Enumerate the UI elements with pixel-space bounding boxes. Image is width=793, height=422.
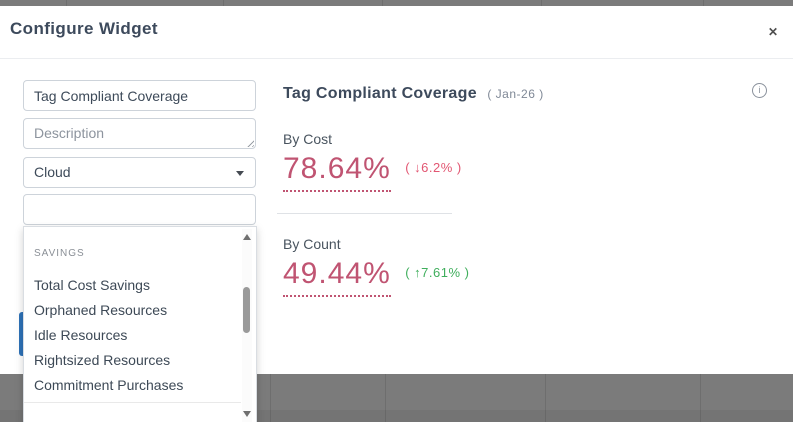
background-grid-line [223,0,224,6]
background-grid-line [66,0,67,6]
description-field-wrapper [23,118,256,149]
background-grid-line [541,0,542,6]
dropdown-scrollbar[interactable] [242,229,252,422]
by-count-change: ( ↑7.61% ) [405,265,470,280]
by-count-row: 49.44% ( ↑7.61% ) [283,257,469,297]
by-cost-row: 78.64% ( ↓6.2% ) [283,152,462,192]
scrollbar-thumb[interactable] [243,287,250,333]
by-cost-value: 78.64% [283,152,391,192]
dropdown-option[interactable]: Rightsized Resources [34,352,171,368]
option-list: Total Cost Savings Orphaned Resources Id… [24,273,240,398]
dropdown-option[interactable]: Idle Resources [34,327,128,343]
metric-search-input[interactable] [23,194,256,225]
option-group-label: SAVINGS [34,248,85,259]
background-grid-line [703,0,704,6]
metric-options-dropdown: SAVINGS Total Cost Savings Orphaned Reso… [23,226,257,422]
background-grid-line [270,374,271,422]
dropdown-option[interactable]: Orphaned Resources [34,302,168,318]
preview-title: Tag Compliant Coverage [283,85,477,102]
page-background-top [0,0,793,6]
chevron-down-icon [236,171,244,176]
background-grid-line [385,374,386,422]
preview-heading: Tag Compliant Coverage ( Jan-26 ) [283,85,544,103]
scroll-up-icon[interactable] [243,234,251,240]
preview-divider [277,213,452,214]
background-grid-line [382,0,383,6]
textarea-resize-icon[interactable] [245,138,254,147]
by-count-label: By Count [283,236,341,252]
widget-name-input[interactable] [23,80,256,111]
background-grid-line [545,374,546,422]
description-textarea[interactable] [23,118,256,149]
close-icon[interactable]: ✕ [767,25,779,39]
dropdown-option[interactable]: Total Cost Savings [34,277,150,293]
background-grid-line [700,374,701,422]
by-cost-change: ( ↓6.2% ) [405,160,462,175]
dropdown-option[interactable]: Commitment Purchases [34,377,184,393]
cloud-select[interactable]: Cloud [23,157,256,188]
header-divider [0,58,793,59]
preview-period: ( Jan-26 ) [487,87,544,101]
option-group-divider [24,402,241,403]
scroll-down-icon[interactable] [243,411,251,417]
by-count-value: 49.44% [283,257,391,297]
info-icon[interactable]: i [752,83,767,98]
cloud-select-value: Cloud [34,164,71,180]
page-title: Configure Widget [10,19,158,38]
by-cost-label: By Cost [283,131,333,147]
